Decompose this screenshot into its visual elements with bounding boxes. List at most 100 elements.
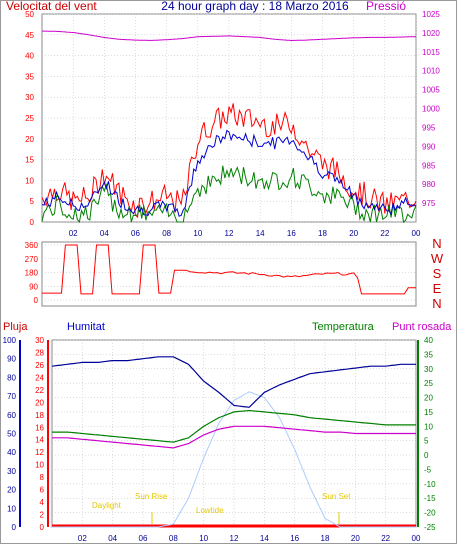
- wind-speed-tick-40: 40: [25, 52, 34, 61]
- rain-tick-8: 8: [40, 473, 45, 482]
- wind-speed-tick-15: 15: [25, 156, 34, 165]
- direction-tick-180: 180: [25, 269, 39, 278]
- rain-tick-26: 26: [35, 361, 44, 370]
- pressure-tick-995: 995: [422, 123, 436, 132]
- sun-elevation-series-line: [52, 391, 416, 528]
- rain-tick-18: 18: [35, 411, 44, 420]
- climate-x-tick-00: 00: [412, 534, 421, 543]
- rain-tick-10: 10: [35, 461, 44, 470]
- pressure-tick-1025: 1025: [422, 10, 440, 19]
- humidity-tick-90: 90: [7, 355, 16, 364]
- humidity-tick-70: 70: [7, 392, 16, 401]
- rain-tick-24: 24: [35, 373, 44, 382]
- climate-x-tick-20: 20: [351, 534, 360, 543]
- pressure-tick-980: 980: [422, 180, 436, 189]
- rain-tick-28: 28: [35, 348, 44, 357]
- temperature-tick--10: -10: [424, 480, 436, 489]
- direction-tick-270: 270: [25, 255, 39, 264]
- compass-label-s: S: [433, 266, 442, 281]
- rain-tick-2: 2: [40, 511, 45, 520]
- climate-x-tick-04: 04: [108, 534, 117, 543]
- wind-x-tick-14: 14: [256, 229, 265, 238]
- humidity-tick-40: 40: [7, 448, 16, 457]
- humidity-tick-20: 20: [7, 486, 16, 495]
- wind-low-series-line: [41, 165, 417, 224]
- pressure-tick-1000: 1000: [422, 105, 440, 114]
- wind-x-tick-10: 10: [193, 229, 202, 238]
- compass-label-w: W: [431, 251, 444, 266]
- wind-speed-tick-20: 20: [25, 135, 34, 144]
- temperature-tick-5: 5: [424, 437, 429, 446]
- rain-tick-0: 0: [40, 523, 45, 532]
- compass-label-e: E: [433, 281, 442, 296]
- rain-tick-4: 4: [40, 498, 45, 507]
- direction-tick-360: 360: [25, 241, 39, 250]
- climate-x-tick-16: 16: [290, 534, 299, 543]
- wind-speed-tick-25: 25: [25, 114, 34, 123]
- pressure-tick-985: 985: [422, 161, 436, 170]
- temperature-tick-10: 10: [424, 422, 433, 431]
- wind-x-tick-04: 04: [100, 229, 109, 238]
- climate-x-tick-10: 10: [199, 534, 208, 543]
- humidity-tick-30: 30: [7, 467, 16, 476]
- temperature-tick--25: -25: [424, 523, 436, 532]
- rain-label: Pluja: [3, 321, 28, 333]
- wind-x-tick-16: 16: [287, 229, 296, 238]
- rain-tick-20: 20: [35, 398, 44, 407]
- wind-speed-label: Velocitat del vent: [6, 0, 97, 13]
- pressure-tick-1015: 1015: [422, 48, 440, 57]
- wind-grid: [42, 13, 417, 223]
- dew-point-label: Punt rosada: [392, 321, 452, 333]
- humidity-tick-50: 50: [7, 430, 16, 439]
- humidity-tick-100: 100: [3, 336, 17, 345]
- rain-tick-30: 30: [35, 336, 44, 345]
- direction-tick-0: 0: [34, 296, 39, 305]
- daylight-annotation: Daylight: [92, 501, 122, 510]
- sun-rise-annotation: Sun Rise: [135, 492, 168, 501]
- pressure-tick-990: 990: [422, 142, 436, 151]
- wind-x-tick-22: 22: [380, 229, 389, 238]
- compass-label-n-top: N: [432, 236, 441, 251]
- wind-x-tick-06: 06: [131, 229, 140, 238]
- humidity-series-line: [51, 356, 416, 408]
- climate-x-tick-06: 06: [139, 534, 148, 543]
- wind-x-tick-08: 08: [162, 229, 171, 238]
- climate-series-layer: [51, 356, 416, 528]
- temperature-tick-40: 40: [424, 336, 433, 345]
- temperature-tick-0: 0: [424, 451, 429, 460]
- wind-speed-tick-50: 50: [25, 10, 34, 19]
- wind-speed-tick-5: 5: [30, 197, 35, 206]
- rain-tick-16: 16: [35, 423, 44, 432]
- climate-x-tick-12: 12: [230, 534, 239, 543]
- temperature-series-line: [52, 409, 416, 443]
- pressure-tick-1020: 1020: [422, 29, 440, 38]
- temperature-tick--20: -20: [424, 509, 436, 518]
- rain-tick-22: 22: [35, 386, 44, 395]
- climate-x-tick-08: 08: [169, 534, 178, 543]
- rain-tick-6: 6: [40, 486, 45, 495]
- wind-x-tick-20: 20: [349, 229, 358, 238]
- wind-speed-tick-35: 35: [25, 72, 34, 81]
- pressure-tick-1010: 1010: [422, 67, 440, 76]
- wind-speed-tick-45: 45: [25, 31, 34, 40]
- wind-x-tick-02: 02: [69, 229, 78, 238]
- humidity-tick-60: 60: [7, 411, 16, 420]
- humidity-label: Humitat: [67, 321, 105, 333]
- wind-speed-tick-30: 30: [25, 93, 34, 102]
- wind-x-tick-00: 00: [412, 229, 421, 238]
- wind-series-layer: [41, 30, 417, 224]
- temperature-tick--15: -15: [424, 494, 436, 503]
- direction-tick-90: 90: [29, 282, 38, 291]
- humidity-tick-10: 10: [7, 504, 16, 513]
- temperature-tick-35: 35: [424, 350, 433, 359]
- climate-x-tick-18: 18: [321, 534, 330, 543]
- temperature-label: Temperatura: [312, 321, 375, 333]
- humidity-tick-0: 0: [12, 523, 17, 532]
- pressure-tick-975: 975: [422, 199, 436, 208]
- wind-speed-tick-0: 0: [30, 218, 35, 227]
- compass-label-n-bottom: N: [432, 296, 441, 311]
- climate-x-tick-02: 02: [78, 534, 87, 543]
- wind-x-tick-18: 18: [318, 229, 327, 238]
